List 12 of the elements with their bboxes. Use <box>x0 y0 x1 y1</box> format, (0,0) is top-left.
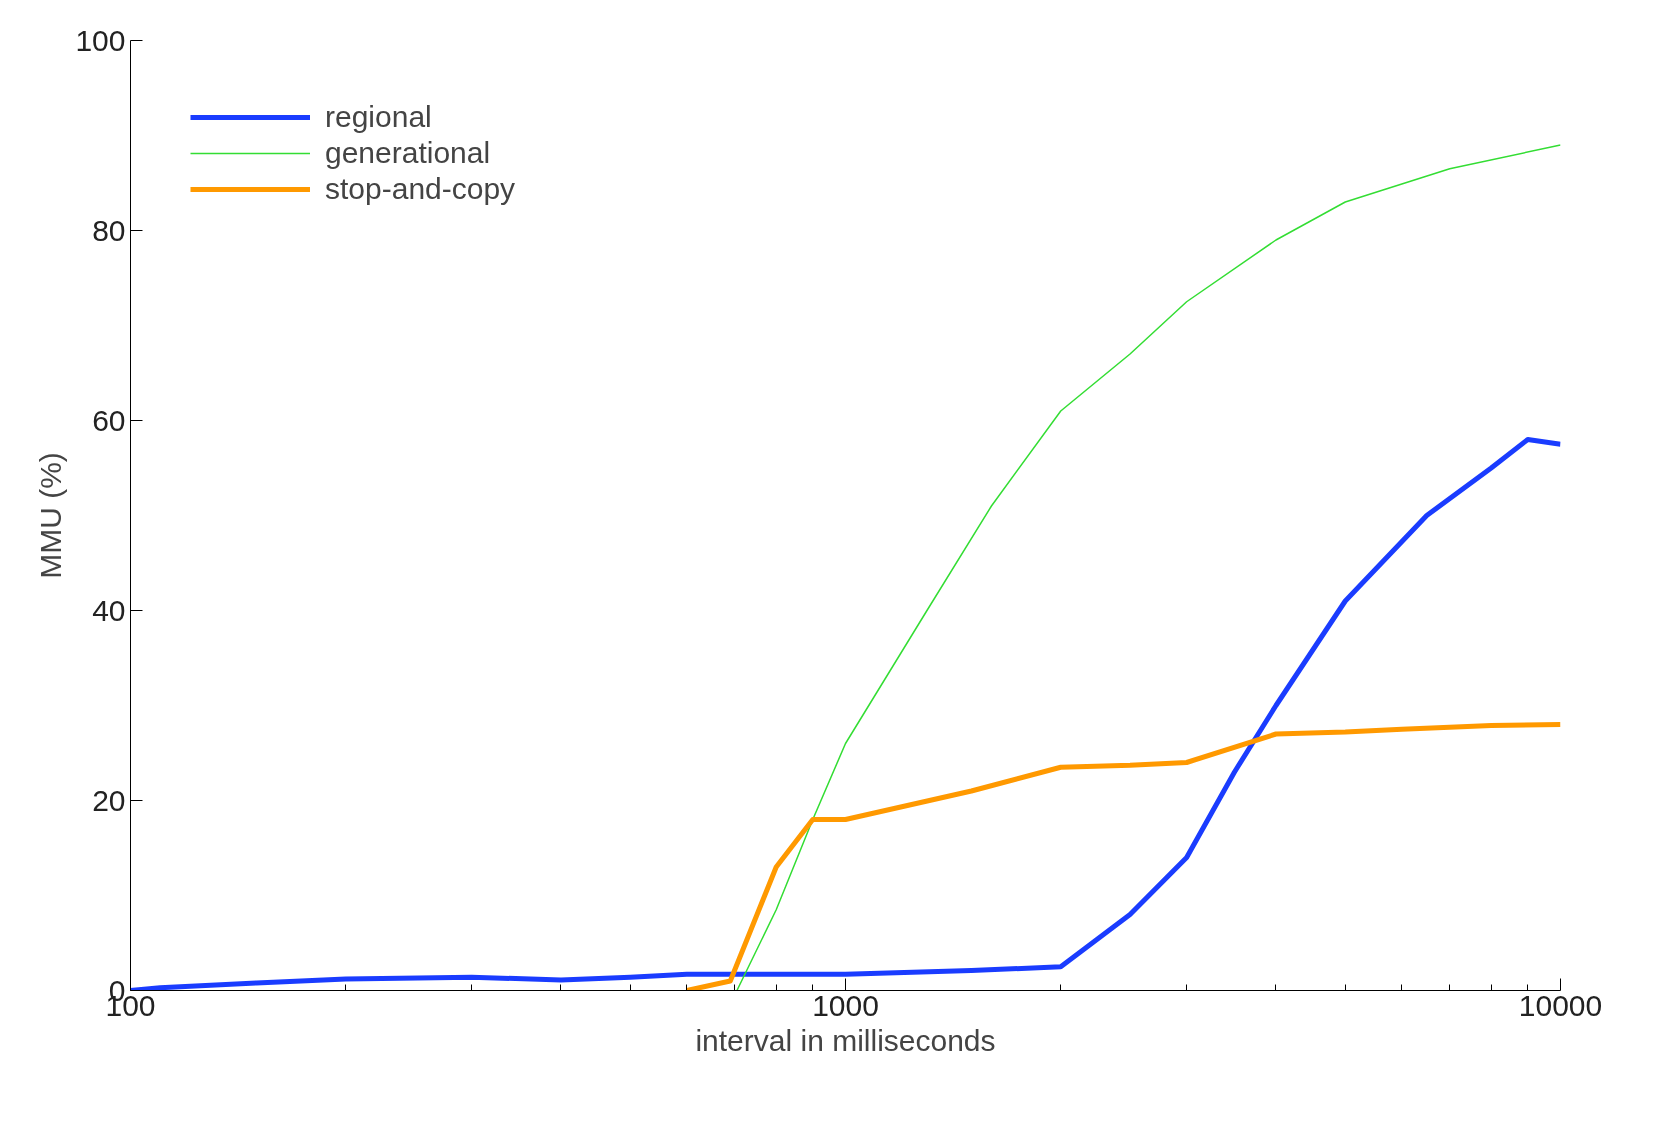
legend-label: generational <box>325 136 491 170</box>
y-tick-label: 60 <box>92 403 126 437</box>
legend-label: stop-and-copy <box>325 172 516 206</box>
legend-label: regional <box>325 100 432 134</box>
x-axis-title: interval in milliseconds <box>695 1023 996 1057</box>
y-axis-title: MMU (%) <box>34 452 68 579</box>
y-tick-label: 80 <box>92 213 126 247</box>
x-tick-label: 1000 <box>812 988 879 1022</box>
y-tick-label: 40 <box>92 593 126 627</box>
y-tick-label: 100 <box>75 23 126 57</box>
x-tick-label: 10000 <box>1518 988 1603 1022</box>
y-tick-label: 20 <box>92 783 126 817</box>
